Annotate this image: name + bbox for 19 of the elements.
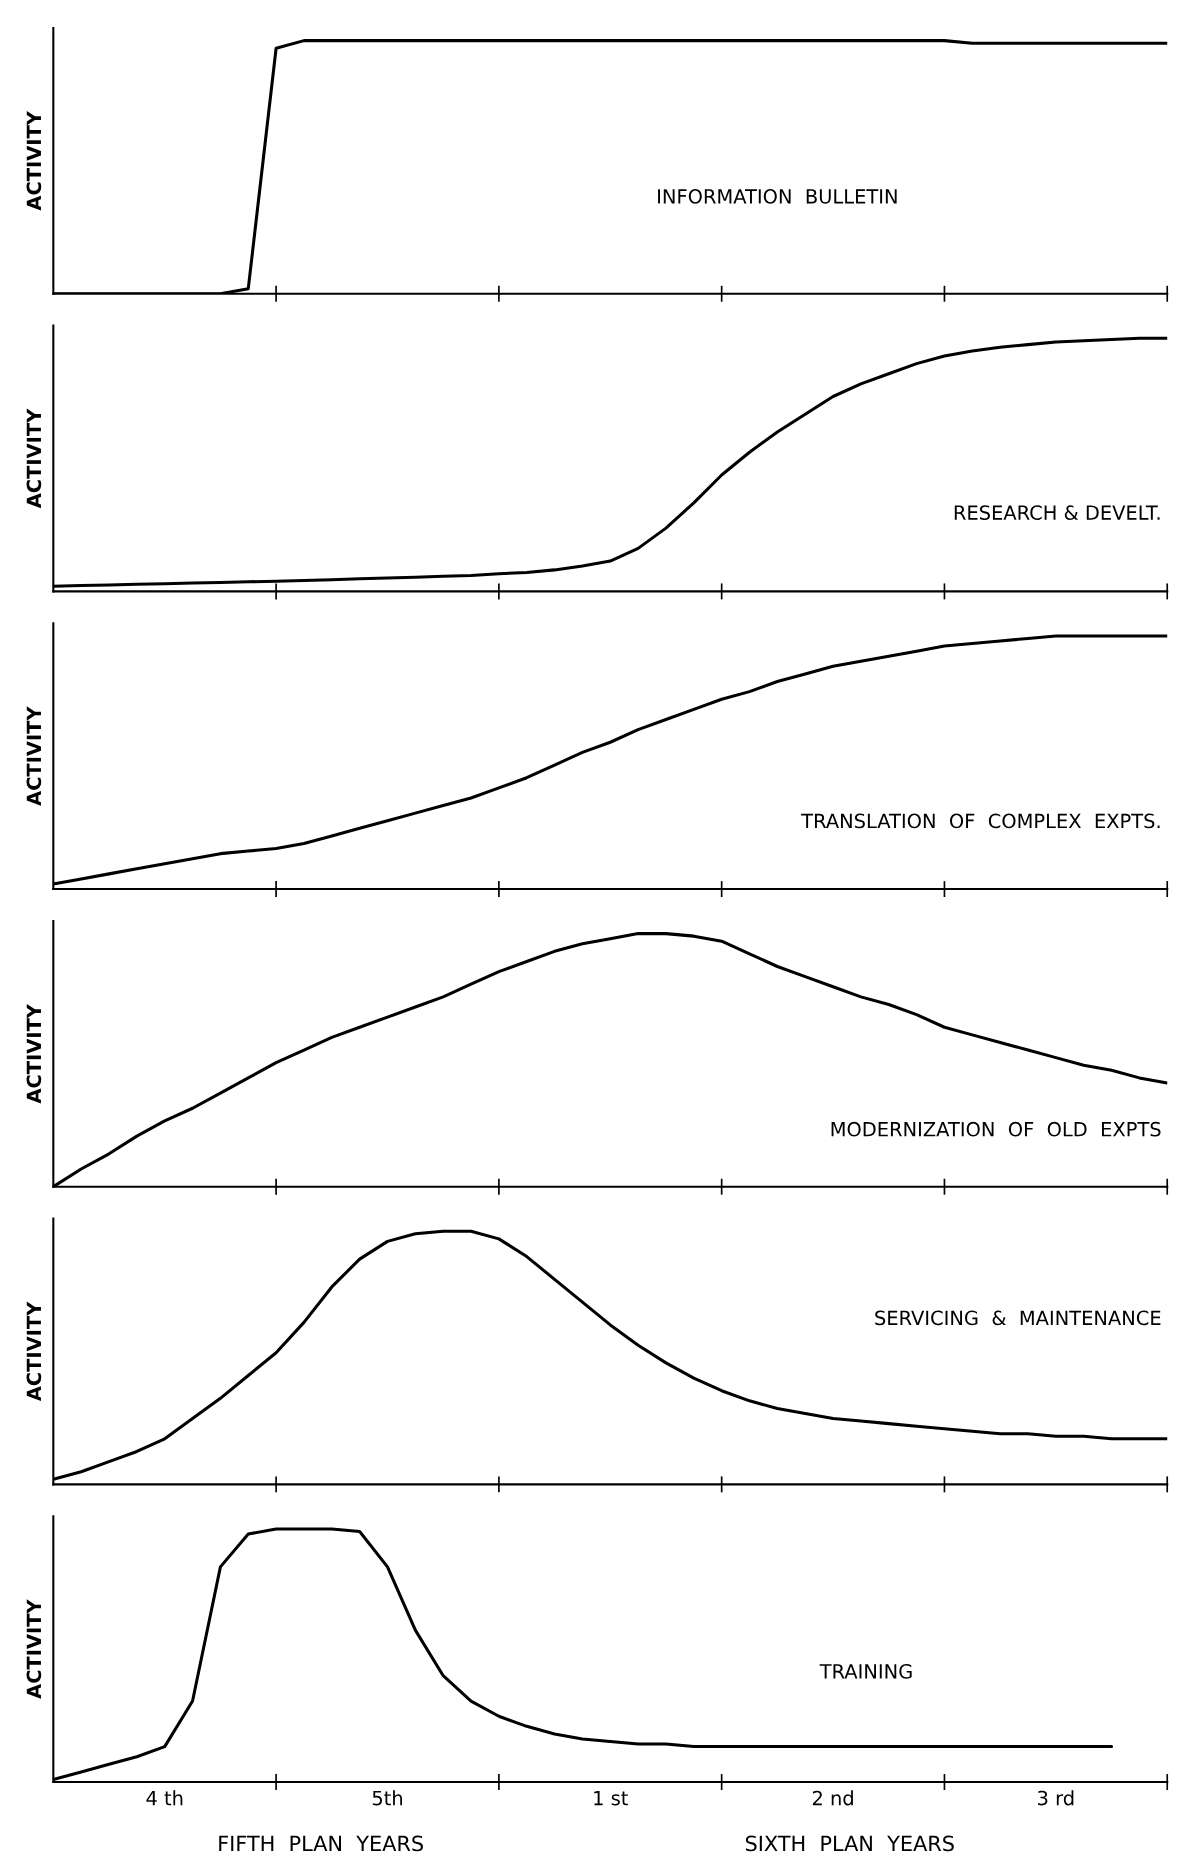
text: MODERNIZATION OF OLD EXPTS	[831, 1121, 1161, 1137]
text: TRANSLATION OF COMPLEX EXPTS.	[801, 813, 1160, 829]
x-tick-label: 4 th	[146, 1790, 183, 1806]
y-axis-title: ACTIVITY	[26, 110, 42, 211]
y-axis-title: ACTIVITY	[26, 408, 42, 509]
y-axis-title: ACTIVITY	[26, 706, 42, 806]
y-axis-title: ACTIVITY	[26, 1003, 42, 1104]
text: FIFTH PLAN YEARS	[219, 1835, 423, 1852]
x-tick-label: 5th	[372, 1790, 402, 1806]
text: TRAINING	[819, 1664, 912, 1679]
x-tick-label: 1 st	[594, 1790, 628, 1806]
y-axis-title: ACTIVITY	[26, 1301, 42, 1402]
text: INFORMATION BULLETIN	[658, 189, 897, 204]
text: SERVICING & MAINTENANCE	[875, 1310, 1161, 1326]
text: SIXTH PLAN YEARS	[745, 1835, 954, 1852]
y-axis-title: ACTIVITY	[26, 1599, 42, 1699]
x-tick-label: 2 nd	[812, 1790, 853, 1806]
x-tick-label: 3 rd	[1038, 1790, 1074, 1806]
text: RESEARCH & DEVELT.	[954, 505, 1160, 520]
